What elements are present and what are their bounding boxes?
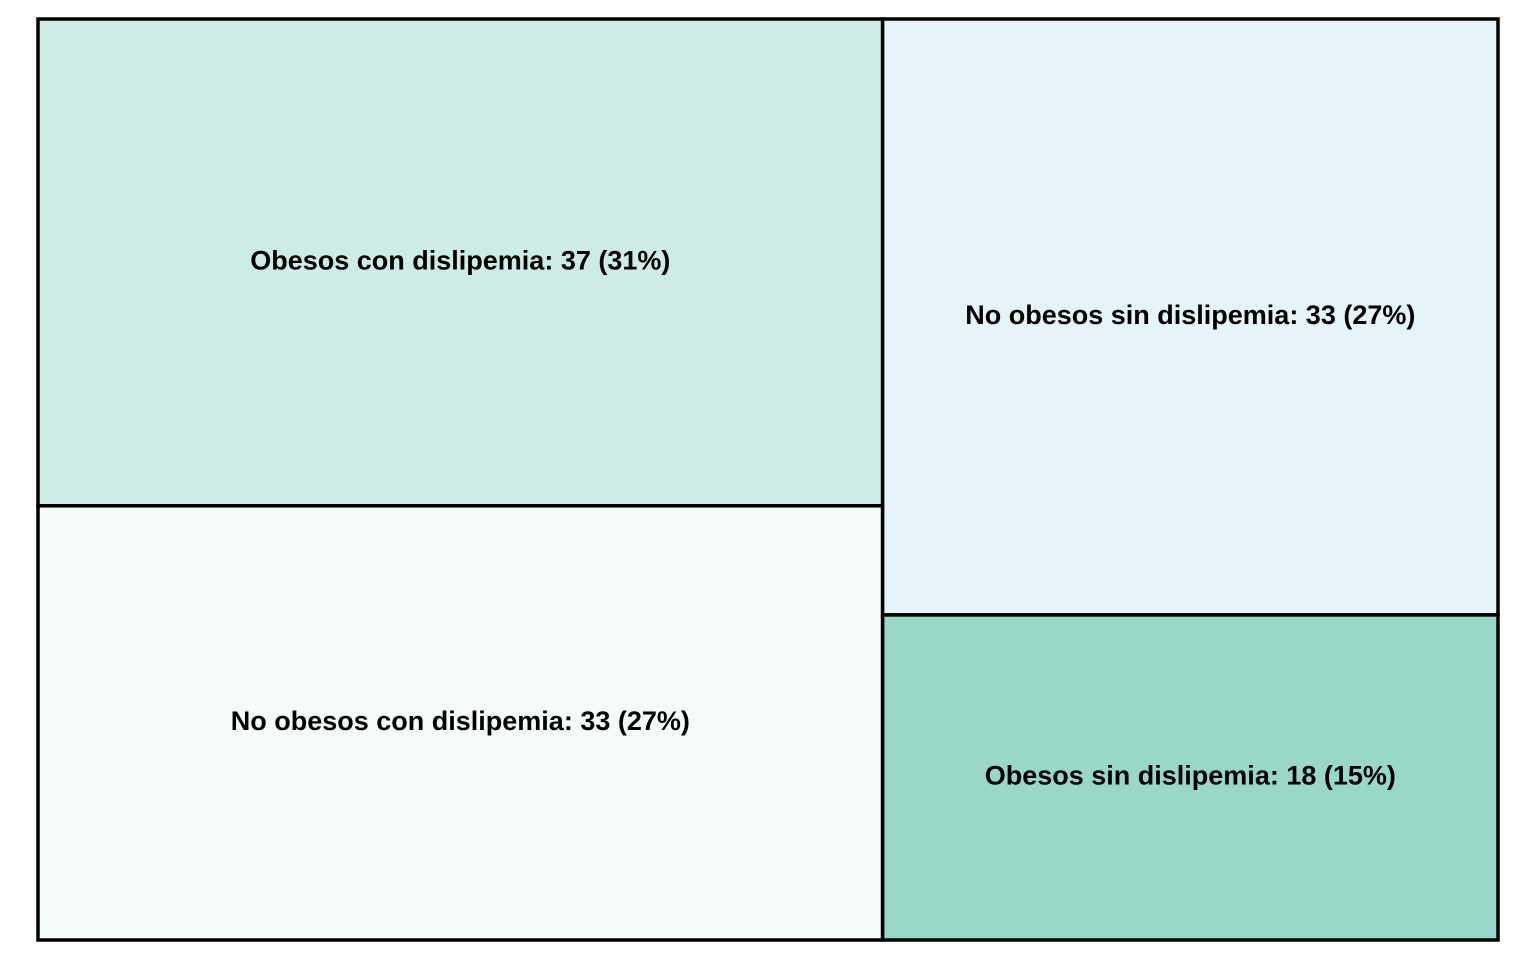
treemap-cell-2	[36, 504, 885, 942]
treemap-cell-3	[880, 17, 1500, 617]
treemap-cell-label-2: No obesos con dislipemia: 33 (27%)	[231, 706, 690, 736]
treemap-cell-label-3: No obesos sin dislipemia: 33 (27%)	[965, 300, 1415, 330]
treemap-cell-label-1: Obesos con dislipemia: 37 (31%)	[250, 246, 670, 276]
treemap-cell-1	[36, 17, 885, 508]
treemap-cell-label-4: Obesos sin dislipemia: 18 (15%)	[985, 761, 1396, 791]
treemap-cell-4	[880, 613, 1500, 942]
treemap-cells: Obesos con dislipemia: 37 (31%) No obesos…	[36, 17, 1500, 942]
